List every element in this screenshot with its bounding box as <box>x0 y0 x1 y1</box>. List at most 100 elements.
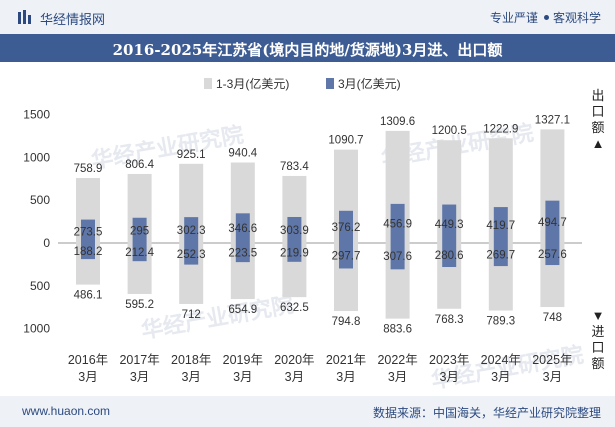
data-label-ytd-export: 758.9 <box>74 163 103 175</box>
x-tick-label-year: 2023年 <box>429 353 469 367</box>
data-label-ytd-import: 789.3 <box>486 316 515 328</box>
data-label-ytd-import: 486.1 <box>74 290 103 302</box>
data-label-march-import: 212.4 <box>125 247 154 259</box>
tagline-right: 客观科学 <box>552 11 601 25</box>
bar-march-import <box>442 243 457 268</box>
bar-march-export <box>132 217 147 243</box>
x-tick-label-year: 2016年 <box>68 353 108 367</box>
data-label-ytd-import: 883.6 <box>383 324 412 336</box>
data-label-ytd-import: 595.2 <box>125 299 154 311</box>
x-tick-label-month: 3月 <box>491 370 510 384</box>
chart-area: 1500 1000 500 0 500 1000 1-3月(亿美元) 3月(亿美元) 758.9… <box>23 76 605 384</box>
data-label-ytd-import: 712 <box>182 309 201 321</box>
x-tick-label-year: 2025年 <box>532 353 572 367</box>
bar-march-import <box>132 243 147 262</box>
data-label-ytd-export: 806.4 <box>125 159 154 171</box>
tagline-left: 专业严谨 <box>489 11 538 25</box>
bar-march-import <box>184 243 199 265</box>
bar-march-import <box>287 243 302 262</box>
title-bar: 2016-2025年江苏省(境内目的地/货源地)3月进、出口额 <box>0 34 615 62</box>
data-label-march-import: 219.9 <box>280 247 309 259</box>
data-label-ytd-import: 654.9 <box>228 304 257 316</box>
data-label-march-export: 449.3 <box>435 219 464 231</box>
data-label-ytd-export: 1090.7 <box>328 135 363 147</box>
data-label-ytd-export: 1327.1 <box>535 114 570 126</box>
data-label-march-export: 273.5 <box>74 226 103 238</box>
bar-march-export <box>442 204 457 243</box>
data-source: 数据来源：中国海关，华经产业研究院整理 <box>372 406 601 420</box>
data-label-march-export: 302.3 <box>177 225 206 237</box>
data-label-march-export: 376.2 <box>332 222 361 234</box>
data-label-march-export: 456.9 <box>383 218 412 230</box>
data-label-march-export: 303.9 <box>280 225 309 237</box>
data-label-ytd-export: 925.1 <box>177 149 206 161</box>
bar-march-export <box>390 203 405 243</box>
tagline: 专业严谨 客观科学 <box>490 9 601 26</box>
data-label-ytd-export: 1309.6 <box>380 116 415 128</box>
axis-label-export-char: 额 <box>591 120 604 135</box>
data-label-march-export: 346.6 <box>228 223 257 235</box>
data-label-march-export: 295 <box>130 225 149 237</box>
y-tick-label: 0 <box>43 236 50 250</box>
bar-march-export <box>235 213 250 243</box>
data-label-ytd-import: 632.5 <box>280 302 309 314</box>
x-tick-label-month: 3月 <box>78 370 97 384</box>
x-tick-label-year: 2019年 <box>223 353 263 367</box>
axis-label-export-char: ▲ <box>592 136 605 151</box>
brand-name: 华经情报网 <box>40 12 106 27</box>
header-bar: 华经情报网 专业严谨 客观科学 <box>0 0 615 34</box>
data-label-march-export: 494.7 <box>538 217 567 229</box>
x-tick-label-month: 3月 <box>439 370 458 384</box>
legend-label-march: 3月(亿美元) <box>338 76 401 91</box>
bar-march-export <box>545 200 560 243</box>
data-label-march-import: 280.6 <box>435 250 464 262</box>
axis-label-import-char: 进 <box>591 324 604 339</box>
x-tick-label-month: 3月 <box>181 370 200 384</box>
y-tick-label: 1000 <box>23 322 50 336</box>
tagline-dot-icon <box>543 15 549 20</box>
data-label-ytd-export: 783.4 <box>280 161 309 173</box>
bar-march-export <box>287 216 302 243</box>
bar-march-import <box>235 243 250 263</box>
y-tick-label: 1000 <box>23 150 50 164</box>
bar-march-export <box>81 219 95 243</box>
legend-swatch-march <box>326 78 334 89</box>
data-label-march-import: 188.2 <box>74 246 103 258</box>
chart-title: 2016-2025年江苏省(境内目的地/货源地)3月进、出口额 <box>112 41 503 59</box>
axis-label-export-char: 口 <box>591 104 604 119</box>
data-label-ytd-export: 1222.9 <box>483 123 518 135</box>
x-tick-label-month: 3月 <box>336 370 355 384</box>
data-label-march-import: 297.7 <box>332 251 361 263</box>
y-tick-label: 500 <box>30 279 50 293</box>
x-tick-label-month: 3月 <box>233 370 252 384</box>
bar-march-import <box>390 243 405 270</box>
x-tick-label-year: 2021年 <box>326 353 366 367</box>
axis-label-import-char: ▼ <box>592 308 605 323</box>
brand-logo-icon <box>18 10 31 24</box>
bar-march-import <box>493 243 508 267</box>
data-label-ytd-import: 748 <box>543 312 562 324</box>
x-tick-label-year: 2017年 <box>119 353 159 367</box>
x-tick-label-month: 3月 <box>543 370 562 384</box>
x-tick-label-year: 2022年 <box>377 353 417 367</box>
legend-swatch-ytd <box>204 78 212 89</box>
data-label-ytd-import: 768.3 <box>435 314 464 326</box>
data-label-march-import: 223.5 <box>228 248 257 260</box>
x-tick-label-year: 2020年 <box>274 353 314 367</box>
data-label-ytd-import: 794.8 <box>332 316 361 328</box>
site-url[interactable]: www.huaon.com <box>22 404 111 418</box>
footer-bar: www.huaon.com 数据来源：中国海关，华经产业研究院整理 <box>0 396 615 427</box>
data-label-march-import: 257.6 <box>538 249 567 261</box>
x-tick-label-month: 3月 <box>130 370 149 384</box>
y-tick-label: 500 <box>30 193 50 207</box>
axis-label-import-char: 口 <box>591 340 604 355</box>
legend-label-ytd: 1-3月(亿美元) <box>216 76 289 91</box>
x-tick-label-year: 2018年 <box>171 353 211 367</box>
data-label-march-import: 307.6 <box>383 251 412 263</box>
bar-march-import <box>339 243 353 269</box>
x-tick-label-year: 2024年 <box>481 353 521 367</box>
y-tick-label: 1500 <box>23 108 50 122</box>
data-label-march-import: 252.3 <box>177 249 206 261</box>
bar-march-export <box>493 207 508 243</box>
